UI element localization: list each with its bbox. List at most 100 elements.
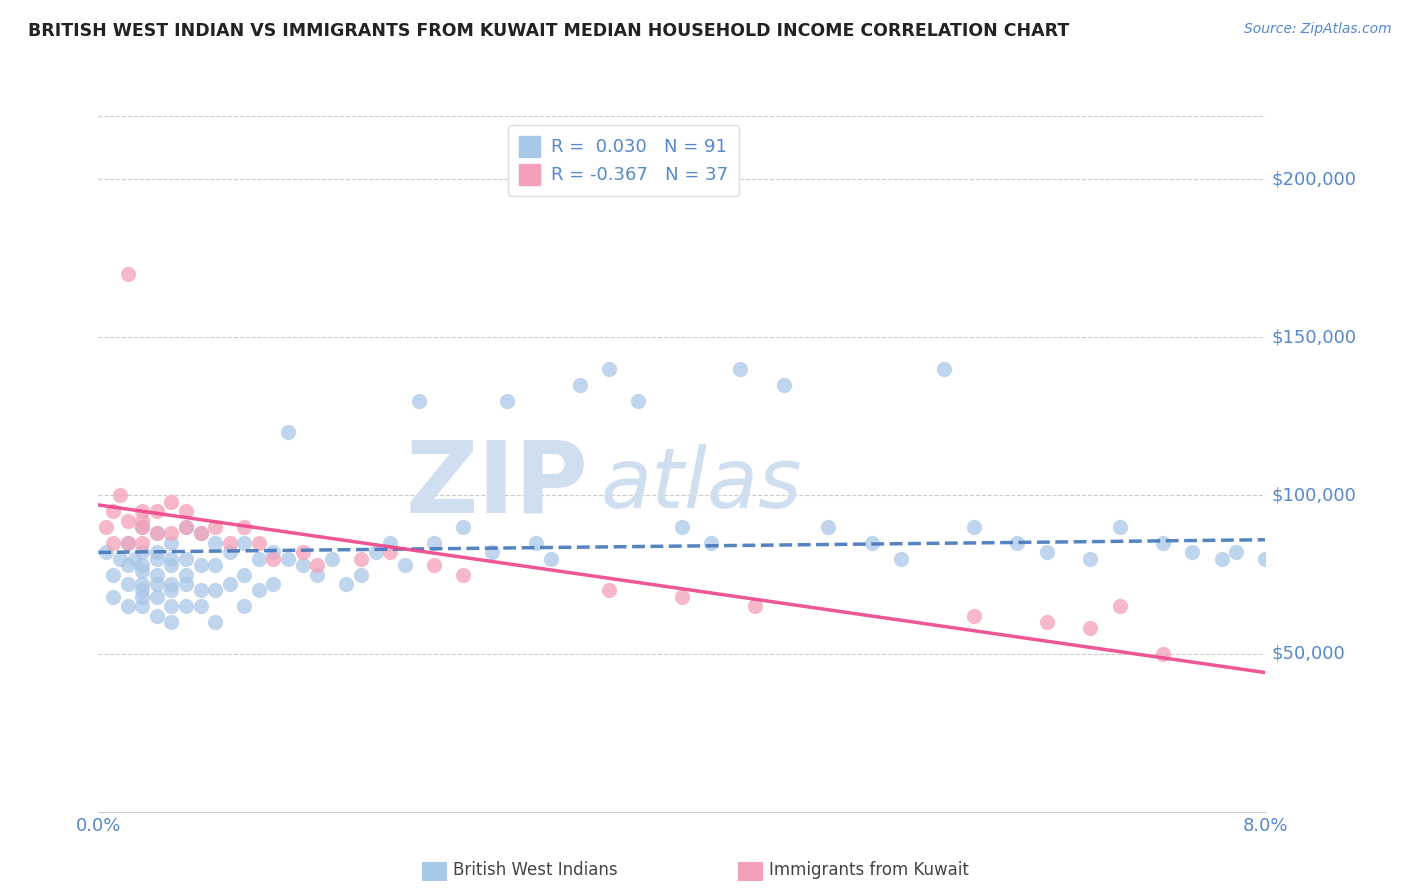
Text: Immigrants from Kuwait: Immigrants from Kuwait xyxy=(769,861,969,879)
Point xyxy=(190,558,212,572)
Point xyxy=(131,558,153,572)
Point xyxy=(204,520,226,534)
Point xyxy=(378,545,402,559)
Point xyxy=(204,583,226,598)
Point xyxy=(117,267,139,281)
Text: atlas: atlas xyxy=(600,444,801,525)
Point xyxy=(146,608,169,623)
Point xyxy=(233,520,256,534)
Point xyxy=(218,577,240,591)
Point xyxy=(218,536,240,550)
Point xyxy=(1211,551,1233,566)
Point xyxy=(131,545,153,559)
Point xyxy=(101,567,124,582)
Point xyxy=(350,567,373,582)
Point xyxy=(160,599,183,614)
Point xyxy=(146,567,169,582)
Point xyxy=(291,558,314,572)
Point xyxy=(817,520,839,534)
Point xyxy=(481,545,503,559)
Point xyxy=(131,565,153,579)
Point xyxy=(1152,536,1174,550)
Text: British West Indians: British West Indians xyxy=(453,861,617,879)
Point xyxy=(174,520,197,534)
Point xyxy=(1035,545,1057,559)
Point xyxy=(117,577,139,591)
Point xyxy=(174,520,197,534)
Point xyxy=(117,558,139,572)
Point xyxy=(101,504,124,518)
Point xyxy=(1108,599,1130,614)
Point xyxy=(131,583,153,598)
Point xyxy=(321,551,343,566)
Point xyxy=(423,536,446,550)
Point xyxy=(247,551,270,566)
Point xyxy=(233,536,256,550)
Point xyxy=(307,567,329,582)
Point xyxy=(131,577,153,591)
Legend: R =  0.030   N = 91, R = -0.367   N = 37: R = 0.030 N = 91, R = -0.367 N = 37 xyxy=(508,125,740,195)
Point xyxy=(204,558,226,572)
Point xyxy=(218,545,240,559)
Point xyxy=(744,599,766,614)
Point xyxy=(190,599,212,614)
Point xyxy=(1225,545,1247,559)
Point xyxy=(962,608,984,623)
Text: $150,000: $150,000 xyxy=(1271,328,1357,346)
Point xyxy=(1152,647,1174,661)
Point xyxy=(160,495,183,509)
Text: $100,000: $100,000 xyxy=(1271,486,1357,505)
Point xyxy=(277,551,299,566)
Point xyxy=(773,377,796,392)
Point xyxy=(540,551,562,566)
Point xyxy=(174,551,197,566)
Point xyxy=(146,526,169,541)
Point xyxy=(131,599,153,614)
Point xyxy=(247,583,270,598)
Point xyxy=(262,551,284,566)
Point xyxy=(451,567,474,582)
Point xyxy=(364,545,387,559)
Point xyxy=(131,590,153,604)
Point xyxy=(598,362,620,376)
Point xyxy=(117,514,139,528)
Point xyxy=(627,393,650,408)
Point xyxy=(146,590,169,604)
Point xyxy=(124,551,146,566)
Point xyxy=(131,536,153,550)
Point xyxy=(408,393,430,408)
Point xyxy=(277,425,299,440)
Point xyxy=(262,577,284,591)
Point xyxy=(160,536,183,550)
Point xyxy=(174,577,197,591)
Text: $200,000: $200,000 xyxy=(1271,170,1357,188)
Point xyxy=(1181,545,1204,559)
Point xyxy=(117,536,139,550)
Point xyxy=(962,520,984,534)
Point xyxy=(1007,536,1029,550)
Point xyxy=(174,567,197,582)
Point xyxy=(568,377,591,392)
Point xyxy=(204,536,226,550)
Text: BRITISH WEST INDIAN VS IMMIGRANTS FROM KUWAIT MEDIAN HOUSEHOLD INCOME CORRELATIO: BRITISH WEST INDIAN VS IMMIGRANTS FROM K… xyxy=(28,22,1070,40)
Point xyxy=(262,545,284,559)
Point xyxy=(496,393,519,408)
Point xyxy=(307,558,329,572)
Point xyxy=(378,536,402,550)
Point xyxy=(94,545,117,559)
Point xyxy=(160,615,183,629)
Point xyxy=(335,577,357,591)
Point xyxy=(860,536,883,550)
Point xyxy=(131,520,153,534)
Point xyxy=(160,583,183,598)
Point xyxy=(117,599,139,614)
Point xyxy=(671,520,693,534)
Point xyxy=(190,526,212,541)
Point xyxy=(291,545,314,559)
Point xyxy=(131,504,153,518)
Point xyxy=(233,567,256,582)
Text: Source: ZipAtlas.com: Source: ZipAtlas.com xyxy=(1244,22,1392,37)
Point xyxy=(131,514,153,528)
Point xyxy=(671,590,693,604)
Point xyxy=(160,551,183,566)
